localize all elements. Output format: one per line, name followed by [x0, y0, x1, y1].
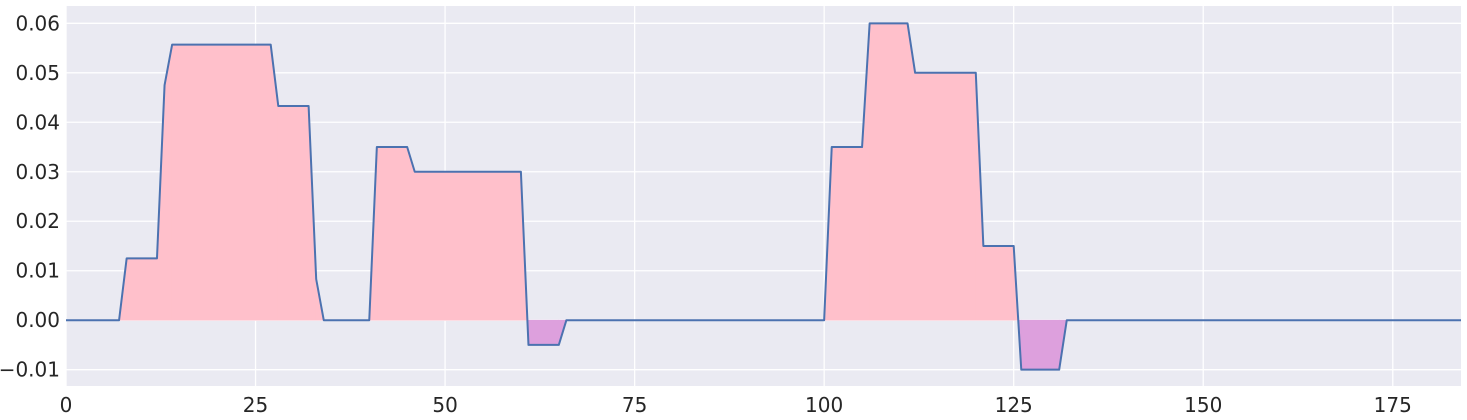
positive-area-segment: [277, 105, 309, 321]
x-tick-label-1: 25: [243, 393, 268, 417]
y-tick-label-0: −0.01: [0, 358, 60, 382]
x-tick-label-6: 150: [1184, 393, 1222, 417]
positive-area-segment: [869, 23, 908, 321]
x-tick-label-4: 100: [805, 393, 843, 417]
y-tick-label-5: 0.04: [15, 110, 60, 134]
x-tick-label-2: 50: [432, 393, 457, 417]
positive-area-segment: [171, 44, 272, 321]
positive-area-segment: [126, 258, 158, 321]
y-tick-label-3: 0.02: [15, 209, 60, 233]
x-tick-label-0: 0: [60, 393, 73, 417]
positive-area-segment: [983, 245, 1014, 321]
positive-area-segment: [831, 146, 863, 321]
y-axis-tick-labels: −0.01 0.00 0.01 0.02 0.03 0.04 0.05 0.06: [0, 11, 60, 381]
x-axis-tick-labels: 0 25 50 75 100 125 150 175: [60, 393, 1412, 417]
y-tick-label-7: 0.06: [15, 11, 60, 35]
y-tick-label-2: 0.01: [15, 259, 60, 283]
positive-area-segment: [406, 146, 416, 321]
positive-area-segment: [164, 44, 173, 321]
y-tick-label-1: 0.00: [15, 308, 60, 332]
x-tick-label-5: 125: [995, 393, 1033, 417]
positive-area-segment: [914, 72, 977, 321]
negative-area-segment: [1020, 319, 1060, 370]
positive-area-segment: [376, 146, 408, 321]
y-tick-label-6: 0.05: [15, 61, 60, 85]
y-tick-label-4: 0.03: [15, 160, 60, 184]
negative-area-segment: [528, 319, 560, 346]
series-line: [66, 22, 1461, 371]
x-tick-label-3: 75: [622, 393, 647, 417]
positive-area-segment: [414, 171, 522, 321]
x-tick-label-7: 175: [1374, 393, 1412, 417]
